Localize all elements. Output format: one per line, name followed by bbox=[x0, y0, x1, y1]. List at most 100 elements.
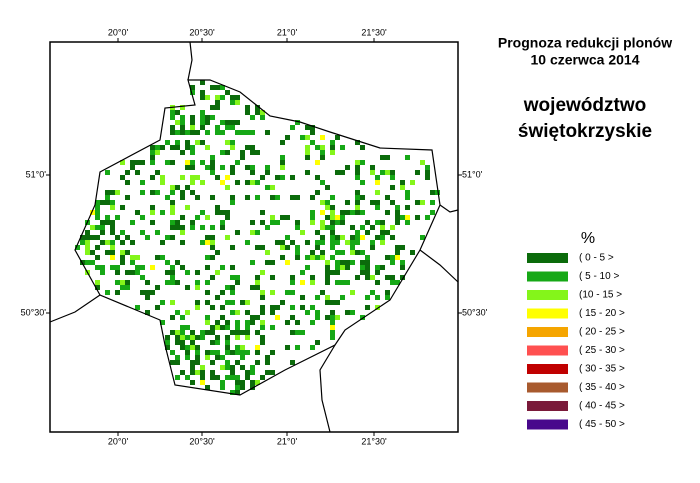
raster-cell bbox=[115, 265, 120, 270]
raster-cell bbox=[245, 165, 250, 170]
raster-cell bbox=[150, 145, 155, 150]
raster-cell bbox=[330, 270, 335, 275]
raster-cell bbox=[270, 260, 275, 265]
raster-cell bbox=[225, 335, 230, 340]
raster-cell bbox=[220, 225, 225, 230]
raster-cell bbox=[205, 320, 210, 325]
raster-cell bbox=[195, 345, 200, 350]
raster-cell bbox=[380, 225, 385, 230]
raster-cell bbox=[265, 250, 270, 255]
raster-cell bbox=[110, 250, 115, 255]
raster-cell bbox=[210, 305, 215, 310]
raster-cell bbox=[330, 140, 335, 145]
raster-cell bbox=[250, 230, 255, 235]
raster-cell bbox=[225, 340, 230, 345]
raster-cell bbox=[115, 215, 120, 220]
raster-cell bbox=[410, 180, 415, 185]
raster-cell bbox=[190, 340, 195, 345]
raster-cell bbox=[210, 255, 215, 260]
raster-cell bbox=[150, 150, 155, 155]
raster-cell bbox=[245, 375, 250, 380]
raster-cell bbox=[190, 120, 195, 125]
lon-label: 21°30' bbox=[361, 27, 387, 37]
raster-cell bbox=[215, 175, 220, 180]
raster-cell bbox=[110, 200, 115, 205]
raster-cell bbox=[95, 225, 100, 230]
raster-cell bbox=[195, 350, 200, 355]
raster-cell bbox=[430, 210, 435, 215]
raster-cell bbox=[150, 205, 155, 210]
raster-cell bbox=[305, 265, 310, 270]
raster-cell bbox=[425, 215, 430, 220]
raster-cell bbox=[365, 275, 370, 280]
raster-cell bbox=[385, 255, 390, 260]
raster-cell bbox=[220, 85, 225, 90]
raster-cell bbox=[265, 355, 270, 360]
raster-cell bbox=[330, 315, 335, 320]
raster-cell bbox=[210, 340, 215, 345]
raster-cell bbox=[210, 105, 215, 110]
raster-cell bbox=[220, 265, 225, 270]
raster-cell bbox=[220, 355, 225, 360]
raster-cell bbox=[170, 205, 175, 210]
raster-cell bbox=[335, 235, 340, 240]
raster-cell bbox=[235, 95, 240, 100]
raster-cell bbox=[125, 195, 130, 200]
raster-cell bbox=[200, 365, 205, 370]
raster-cell bbox=[195, 285, 200, 290]
raster-cell bbox=[215, 350, 220, 355]
raster-cell bbox=[260, 320, 265, 325]
legend-swatch bbox=[527, 382, 568, 393]
raster-cell bbox=[255, 105, 260, 110]
raster-cell bbox=[290, 175, 295, 180]
raster-cell bbox=[340, 145, 345, 150]
raster-cell bbox=[355, 160, 360, 165]
raster-cell bbox=[120, 175, 125, 180]
raster-cell bbox=[355, 235, 360, 240]
raster-cell bbox=[190, 335, 195, 340]
raster-cell bbox=[385, 195, 390, 200]
raster-cell bbox=[90, 225, 95, 230]
raster-cell bbox=[225, 345, 230, 350]
raster-cell bbox=[355, 190, 360, 195]
raster-cell bbox=[230, 120, 235, 125]
raster-cell bbox=[290, 330, 295, 335]
raster-cell bbox=[270, 290, 275, 295]
raster-cell bbox=[245, 105, 250, 110]
raster-cell bbox=[295, 320, 300, 325]
raster-cell bbox=[160, 180, 165, 185]
raster-cell bbox=[235, 310, 240, 315]
raster-cell bbox=[290, 305, 295, 310]
raster-cell bbox=[375, 180, 380, 185]
raster-cell bbox=[175, 355, 180, 360]
raster-cell bbox=[350, 310, 355, 315]
raster-cell bbox=[420, 235, 425, 240]
raster-cell bbox=[295, 220, 300, 225]
raster-cell bbox=[170, 280, 175, 285]
raster-cell bbox=[240, 300, 245, 305]
raster-cell bbox=[230, 195, 235, 200]
raster-cell bbox=[285, 135, 290, 140]
raster-cell bbox=[415, 200, 420, 205]
raster-cell bbox=[200, 120, 205, 125]
raster-cell bbox=[120, 255, 125, 260]
raster-cell bbox=[235, 335, 240, 340]
raster-cell bbox=[235, 180, 240, 185]
raster-cell bbox=[90, 250, 95, 255]
raster-cell bbox=[320, 250, 325, 255]
raster-cell bbox=[205, 280, 210, 285]
raster-cell bbox=[375, 200, 380, 205]
raster-cell bbox=[280, 255, 285, 260]
raster-cell bbox=[430, 190, 435, 195]
raster-cell bbox=[190, 90, 195, 95]
raster-cell bbox=[240, 380, 245, 385]
raster-cell bbox=[390, 255, 395, 260]
raster-cell bbox=[365, 230, 370, 235]
raster-cell bbox=[315, 190, 320, 195]
raster-cell bbox=[170, 350, 175, 355]
raster-cell bbox=[375, 265, 380, 270]
raster-cell bbox=[325, 280, 330, 285]
raster-cell bbox=[250, 145, 255, 150]
raster-cell bbox=[390, 185, 395, 190]
raster-cell bbox=[125, 235, 130, 240]
